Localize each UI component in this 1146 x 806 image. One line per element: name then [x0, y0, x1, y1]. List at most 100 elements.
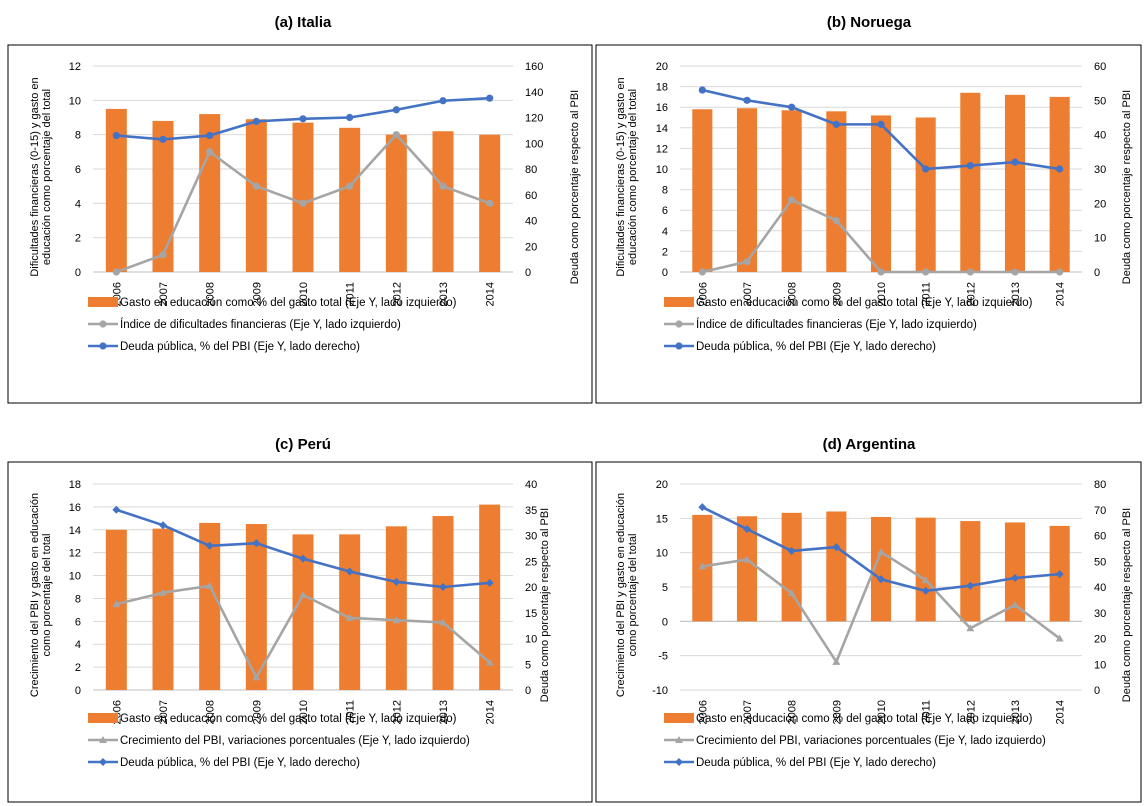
y-left-tick-label: 10 — [69, 571, 81, 583]
x-tick-label: 2012 — [965, 700, 977, 724]
x-tick-label: 2014 — [485, 700, 497, 724]
y-right-tick-label: 0 — [525, 685, 531, 697]
y-right-tick-label: 20 — [525, 582, 537, 594]
data-point — [743, 525, 751, 534]
bar-2013 — [432, 131, 454, 272]
data-point — [1011, 268, 1019, 276]
legend-label: Deuda pública, % del PBI (Eje Y, lado de… — [120, 757, 360, 769]
y-left-tick-label: 10 — [656, 164, 668, 176]
y-right-tick-label: 50 — [1094, 556, 1106, 568]
data-point — [966, 581, 975, 590]
data-point — [252, 539, 261, 548]
legend-label: Deuda pública, % del PBI (Eje Y, lado de… — [696, 341, 936, 353]
chart-panel-noruega: 0 2 4 6 8 10 12 14 16 18 20 0 10 20 30 40 50 60 2006 2007 20… — [595, 44, 1142, 404]
y-right-tick-label: 10 — [525, 634, 537, 646]
bar-2009 — [826, 111, 847, 272]
legend-label: Gasto en educación como % del gasto tota… — [120, 297, 457, 309]
data-point — [966, 161, 974, 170]
data-point — [346, 113, 354, 122]
data-point — [832, 216, 840, 225]
data-point — [877, 547, 885, 555]
legend-marker — [99, 320, 107, 328]
y-left-tick-label: 16 — [656, 102, 668, 114]
y-left-tick-label: 4 — [662, 226, 668, 238]
y-right-tick-label: 50 — [1094, 95, 1106, 107]
data-point — [1011, 573, 1019, 582]
y-right-tick-label: 30 — [1094, 164, 1106, 176]
y-left-tick-label: 18 — [69, 479, 81, 491]
data-point — [299, 591, 307, 599]
panel-frame — [595, 461, 1142, 803]
data-point — [787, 546, 796, 555]
bar-2010 — [292, 122, 314, 273]
axis-label-line: Dificultades financieras (0-15) y gasto … — [615, 77, 627, 276]
data-point — [159, 135, 167, 143]
legend-marker — [675, 736, 683, 743]
y-left-tick-label: 20 — [656, 479, 668, 491]
y-left-tick-label: 0 — [662, 267, 668, 279]
y-right-tick-label: 30 — [1094, 608, 1106, 620]
x-tick-label: 2008 — [205, 282, 217, 306]
axis-label-line: educación como porcentaje del total — [627, 89, 639, 265]
bar-2006 — [105, 108, 127, 273]
bar-2011 — [915, 517, 936, 622]
data-point — [206, 131, 214, 140]
data-point — [112, 505, 121, 514]
bar-2006 — [105, 529, 127, 690]
x-tick-label: 2010 — [298, 700, 310, 724]
bar-2011 — [915, 117, 936, 272]
y-left-tick-label: 20 — [656, 61, 668, 73]
y-right-tick-label: 0 — [525, 267, 531, 279]
y-right-tick-label: 20 — [1094, 634, 1106, 646]
axis-label-line: Dificultades financieras (0-15) y gasto … — [29, 77, 41, 276]
x-tick-label: 2009 — [251, 700, 263, 724]
y-left-tick-label: 6 — [662, 205, 668, 217]
data-point — [392, 131, 400, 139]
data-point — [299, 115, 307, 123]
data-point — [788, 196, 796, 204]
data-point — [112, 268, 120, 276]
data-point — [486, 199, 494, 207]
legend-label: Gasto en educación como % del gasto tota… — [120, 713, 457, 725]
data-point — [346, 182, 354, 190]
y-right-tick-label: 140 — [525, 87, 543, 99]
y-right-tick-label: 80 — [1094, 479, 1106, 491]
data-point — [345, 567, 354, 576]
bar-2009 — [245, 524, 267, 690]
data-point — [1011, 600, 1019, 608]
y-right-tick-label: 15 — [525, 608, 537, 620]
data-point — [966, 268, 974, 276]
data-point — [743, 258, 751, 266]
data-point — [486, 94, 494, 102]
y-right-tick-label: 40 — [1094, 582, 1106, 594]
y-left-tick-label: 14 — [656, 123, 668, 135]
x-tick-label: 2009 — [831, 700, 843, 724]
x-tick-label: 2014 — [1055, 282, 1067, 306]
y-left-tick-label: 15 — [656, 513, 668, 525]
data-point — [877, 120, 885, 128]
legend-marker — [675, 758, 683, 766]
y-right-tick-label: 35 — [525, 505, 537, 517]
y-axis-right-label: Deuda como porcentaje respecto al PBI — [569, 90, 581, 284]
data-point — [1055, 570, 1064, 579]
data-point — [205, 541, 214, 550]
bar-2007 — [152, 528, 174, 690]
y-left-tick-label: 14 — [69, 525, 81, 537]
x-tick-label: 2011 — [345, 700, 357, 724]
y-right-tick-label: 70 — [1094, 505, 1106, 517]
x-tick-label: 2011 — [921, 282, 933, 306]
y-axis-right-label: Deuda como porcentaje respecto al PBI — [539, 508, 551, 702]
x-tick-label: 2013 — [438, 282, 450, 306]
y-left-tick-label: 2 — [662, 246, 668, 258]
y-left-tick-label: 10 — [69, 95, 81, 107]
data-point — [112, 131, 120, 140]
bar-2014 — [1049, 96, 1070, 273]
bar-2012 — [960, 92, 981, 272]
bar-2008 — [199, 522, 221, 690]
chart-title-peru: (c) Perú — [275, 436, 331, 453]
x-tick-label: 2008 — [205, 700, 217, 724]
y-axis-left-label: Crecimiento del PBI y gasto en educación… — [615, 493, 639, 697]
y-right-tick-label: 80 — [525, 164, 537, 176]
legend-label: Índice de dificultades financieras (Eje … — [120, 318, 401, 331]
legend-label: Deuda pública, % del PBI (Eje Y, lado de… — [120, 341, 360, 353]
